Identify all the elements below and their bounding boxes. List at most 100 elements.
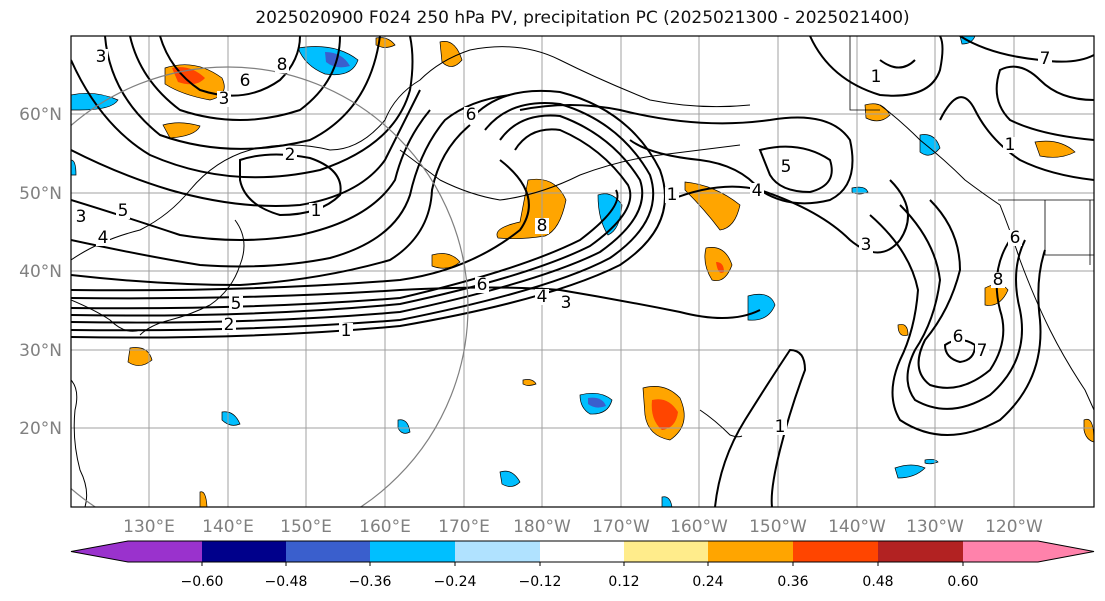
colorbar-segment [540,541,624,562]
contour-label: 3 [76,207,87,227]
precip-patch [747,293,776,321]
pv-contour [104,36,381,150]
contour-label-bg [750,183,764,199]
precip-patch [397,419,411,434]
contour-label-bg [1003,137,1017,153]
colorbar-segment [878,541,963,562]
precip-patch [199,491,208,507]
pv-contour [71,114,644,324]
lat-tick-label: 60°N [19,105,62,125]
contour-label: 1 [775,417,786,437]
border [1044,200,1094,256]
coastline [71,46,751,261]
colorbar-outline [70,540,1095,563]
contour-label: 7 [977,341,988,361]
contour-label-bg [222,317,236,333]
precip-patch [71,159,77,176]
colorbar-tick-label: −0.48 [265,574,308,590]
pv-contour [879,59,916,69]
contour-label-bg [475,277,489,293]
lon-tick-label: 180°W [513,517,571,537]
contour-label-bg [535,218,549,234]
precip-patch [1034,140,1076,158]
colorbar-tick-label: 0.24 [692,574,723,590]
contour-label: 2 [224,315,235,335]
lon-tick-label: 150°E [280,517,332,537]
lon-tick-label: 130°E [123,517,175,537]
contour-label-bg [773,419,787,435]
contour-label-bg [869,69,883,85]
contour-label-bg [96,230,110,246]
contour-label: 5 [118,201,129,221]
contour-label-bg [975,343,989,359]
contour-label-bg [238,73,252,89]
pv-contour [939,96,1094,181]
contour-label-bg [464,107,478,123]
lat-tick-label: 20°N [19,419,62,439]
colorbar-tick-label: 0.48 [862,574,893,590]
precip-patch [221,411,241,426]
precip-patch [651,399,678,430]
pv-contour [758,145,833,194]
contour-label: 6 [1010,228,1021,248]
contour-label: 3 [561,293,572,313]
precip-patch [522,379,537,386]
contour-label-bg [217,91,231,107]
pv-contour [159,36,301,97]
pv-contour [71,159,530,292]
coastline [71,379,88,507]
contour-label: 4 [537,287,548,307]
lon-tick-label: 160°W [670,517,728,537]
pv-contour [917,199,1011,389]
latitude-labels: 60°N 50°N 40°N 30°N 20°N [19,105,62,439]
contour-label: 6 [477,275,488,295]
range-circle [71,66,469,507]
colorbar-tick-label: 0.60 [947,574,978,590]
lon-tick-label: 120°W [985,517,1043,537]
contour-label: 6 [466,105,477,125]
precip-patch [661,496,673,507]
colorbar-segment [286,541,370,562]
pv-contour [71,189,619,310]
lat-tick-label: 50°N [19,184,62,204]
colorbar-segment [793,541,878,562]
contour-label-bg [309,203,323,219]
colorbar-segment [128,541,202,562]
pv-contour [71,89,421,207]
precip-patch [588,397,606,408]
pv-contour [129,36,341,121]
contour-label: 1 [1005,135,1016,155]
pv-contours [71,36,1094,507]
colorbar-tick-label: −0.36 [349,574,392,590]
contour-label-bg [275,57,289,73]
map-frame [70,35,1095,508]
lon-tick-label: 150°W [749,517,807,537]
colorbar-segment [624,541,708,562]
contour-label-bg [116,203,130,219]
gridlines [71,36,1094,507]
contour-label-bg [339,323,353,339]
pv-contour [714,348,807,507]
pv-contour [519,104,854,205]
contour-label: 3 [219,89,230,109]
contour-label: 3 [861,235,872,255]
precip-patch [499,470,521,487]
contour-label-bg [94,49,108,65]
lon-tick-label: 140°W [828,517,886,537]
contour-label: 8 [993,270,1004,290]
contour-label: 1 [341,321,352,341]
colorbar-tick-label: 0.36 [777,574,808,590]
coastline [699,409,743,438]
contour-label: 2 [285,145,296,165]
contour-label-bg [779,159,793,175]
pv-contour [71,109,431,241]
contour-label: 4 [752,181,763,201]
lat-tick-label: 40°N [19,262,62,282]
longitude-labels: 130°E 140°E 150°E 160°E 170°E 180°W 170°W 160°W… [123,517,1043,537]
precip-patch [716,262,724,273]
colorbar-labels: −0.60 −0.48 −0.36 −0.24 −0.12 0.12 0.24 0.36 0.4… [181,574,979,590]
contour-label: 6 [240,71,251,91]
contour-label: 1 [311,201,322,221]
